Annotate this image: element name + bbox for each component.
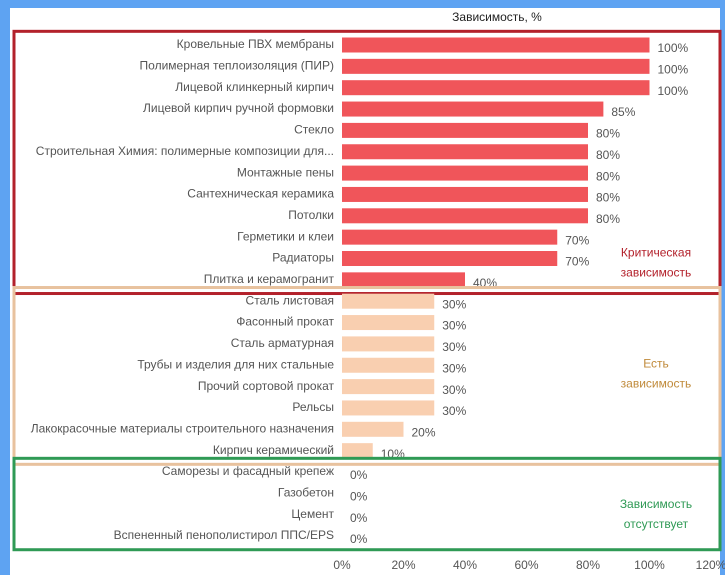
value-label: 0% [350,511,368,525]
group-label: Критическая [621,246,691,260]
group-label: зависимость [621,376,692,390]
category-label: Саморезы и фасадный крепеж [162,464,334,478]
bar [342,421,404,437]
value-label: 30% [442,383,466,397]
bar [342,208,588,224]
category-label: Герметики и клеи [237,229,334,243]
group-label: зависимость [621,266,692,280]
category-label: Плитка и керамогранит [204,272,335,286]
x-tick-label: 80% [576,558,600,572]
category-label: Кирпич керамический [213,443,334,457]
bar [342,315,435,331]
value-label: 100% [658,63,689,77]
value-label: 30% [442,297,466,311]
x-tick-label: 0% [333,558,351,572]
bar [342,186,588,202]
bar [342,336,435,352]
bar [342,357,435,373]
value-label: 70% [565,255,589,269]
x-tick-label: 20% [391,558,415,572]
category-label: Строительная Химия: полимерные композици… [36,144,334,158]
bar [342,144,588,160]
value-label: 80% [596,191,620,205]
category-label: Радиаторы [272,251,334,265]
category-label: Газобетон [278,486,334,500]
category-label: Цемент [291,507,334,521]
value-label: 30% [442,319,466,333]
value-label: 70% [565,233,589,247]
value-label: 20% [412,425,436,439]
category-label: Прочий сортовой прокат [198,379,335,393]
value-label: 80% [596,148,620,162]
category-label: Полимерная теплоизоляция (ПИР) [140,59,334,73]
bar [342,379,435,395]
value-label: 30% [442,404,466,418]
x-tick-label: 100% [634,558,665,572]
bar [342,272,465,288]
bar [342,101,604,117]
category-label: Лицевой кирпич ручной формовки [143,101,334,115]
bar [342,443,373,459]
group-frame [12,29,722,296]
group-frame [12,456,722,552]
category-label: Лицевой клинкерный кирпич [175,80,334,94]
value-label: 30% [442,340,466,354]
value-label: 0% [350,468,368,482]
category-label: Рельсы [292,400,334,414]
bar [342,400,435,416]
bar [342,122,588,138]
value-label: 0% [350,532,368,546]
value-label: 100% [658,41,689,55]
category-label: Потолки [288,208,334,222]
bar [342,37,650,53]
value-label: 80% [596,127,620,141]
category-label: Сантехническая керамика [187,187,334,201]
bar [342,293,435,309]
group-label: отсутствует [624,517,689,531]
value-label: 80% [596,212,620,226]
bar [342,80,650,96]
group-frame [12,286,722,466]
bar [342,229,558,245]
group-label: Зависимость [620,497,692,511]
category-label: Монтажные пены [237,165,334,179]
chart-title: Зависимость, % [452,10,542,24]
bar [342,251,558,266]
category-label: Трубы и изделия для них стальные [137,357,334,371]
value-label: 85% [611,105,635,119]
category-label: Лакокрасочные материалы строительного на… [31,421,334,435]
value-label: 0% [350,490,368,504]
bar [342,58,650,74]
x-tick-label: 120% [696,558,725,572]
x-tick-label: 40% [453,558,477,572]
category-label: Кровельные ПВХ мембраны [177,37,334,51]
x-tick-label: 60% [514,558,538,572]
category-label: Сталь листовая [246,293,334,307]
value-label: 80% [596,169,620,183]
category-label: Фасонный прокат [236,315,334,329]
category-label: Стекло [294,123,334,137]
category-label: Сталь арматурная [231,336,334,350]
category-label: Вспененный пенополистирол ППС/EPS [114,528,334,542]
value-label: 100% [658,84,689,98]
bar [342,165,588,181]
value-label: 30% [442,361,466,375]
group-label: Есть [643,356,669,370]
